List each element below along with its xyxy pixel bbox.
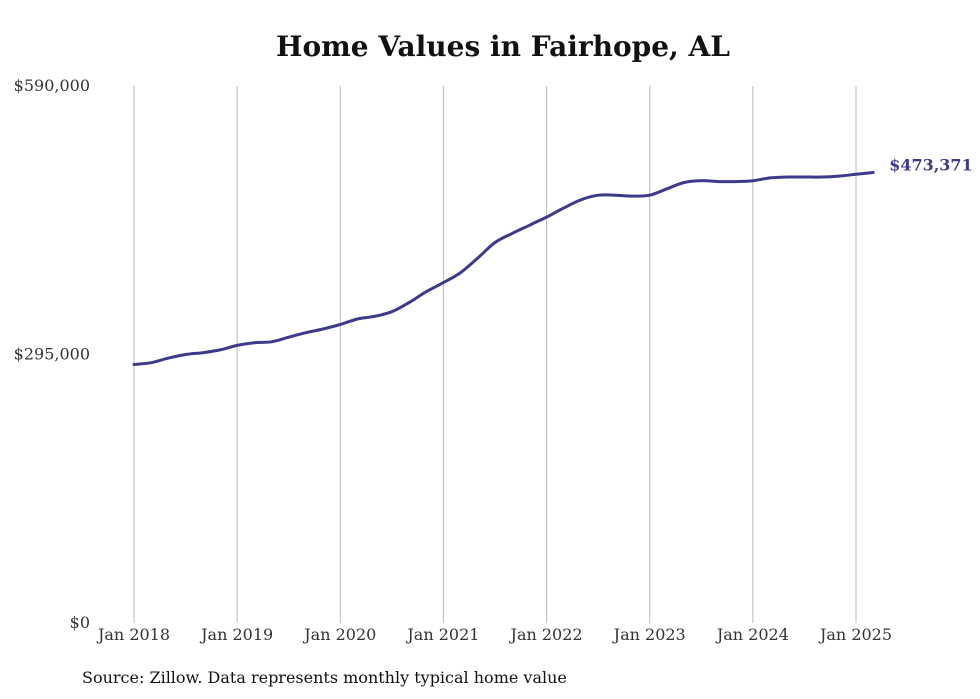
end-value-label: $473,371 bbox=[889, 155, 973, 174]
gridlines bbox=[133, 86, 857, 623]
y-tick-label: $590,000 bbox=[14, 76, 90, 95]
series: $473,371 bbox=[132, 155, 973, 366]
series-line bbox=[132, 171, 875, 366]
y-axis-ticks: $0 $295,000 $590,000 bbox=[14, 76, 90, 632]
chart-title: Home Values in Fairhope, AL bbox=[276, 30, 730, 63]
x-tick-label: Jan 2018 bbox=[96, 625, 170, 644]
source-note: Source: Zillow. Data represents monthly … bbox=[82, 668, 567, 687]
x-tick-label: Jan 2019 bbox=[199, 625, 273, 644]
x-tick-label: Jan 2025 bbox=[818, 625, 892, 644]
x-axis-ticks: Jan 2018 Jan 2019 Jan 2020 Jan 2021 Jan 2022… bbox=[96, 625, 892, 644]
x-tick-label: Jan 2022 bbox=[509, 625, 583, 644]
x-tick-label: Jan 2020 bbox=[302, 625, 376, 644]
x-tick-label: Jan 2021 bbox=[405, 625, 479, 644]
x-tick-label: Jan 2024 bbox=[715, 625, 789, 644]
x-tick-label: Jan 2023 bbox=[612, 625, 686, 644]
y-tick-label: $295,000 bbox=[14, 345, 90, 364]
y-tick-label: $0 bbox=[70, 613, 90, 632]
